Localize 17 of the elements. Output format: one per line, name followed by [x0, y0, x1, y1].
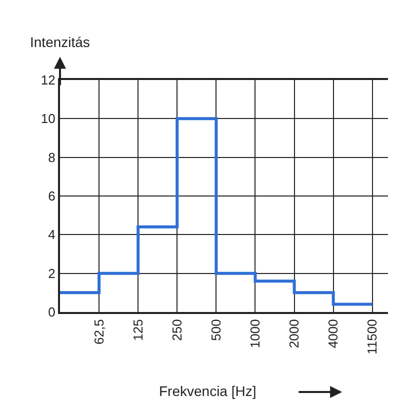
y-axis-title: Intenzitás	[30, 34, 90, 50]
x-tick-label: 500	[208, 319, 224, 341]
x-tick-label: 11500	[364, 319, 380, 354]
y-tick-label: 6	[48, 188, 56, 204]
y-tick-label: 2	[48, 266, 56, 281]
y-tick-label: 0	[48, 304, 56, 320]
x-tick-label: 250	[169, 319, 184, 341]
x-tick-label: 4000	[326, 319, 341, 348]
x-tick-label: 125	[130, 319, 146, 341]
x-axis-title: Frekvencia [Hz]	[159, 383, 256, 399]
y-tick-label: 12	[40, 72, 56, 88]
x-tick-label: 62,5	[91, 319, 106, 345]
y-tick-label: 4	[48, 227, 56, 242]
x-tick-label: 2000	[286, 319, 302, 348]
x-tick-label: 1000	[247, 319, 262, 348]
y-tick-label: 8	[48, 150, 56, 165]
y-tick-label: 10	[40, 111, 56, 126]
